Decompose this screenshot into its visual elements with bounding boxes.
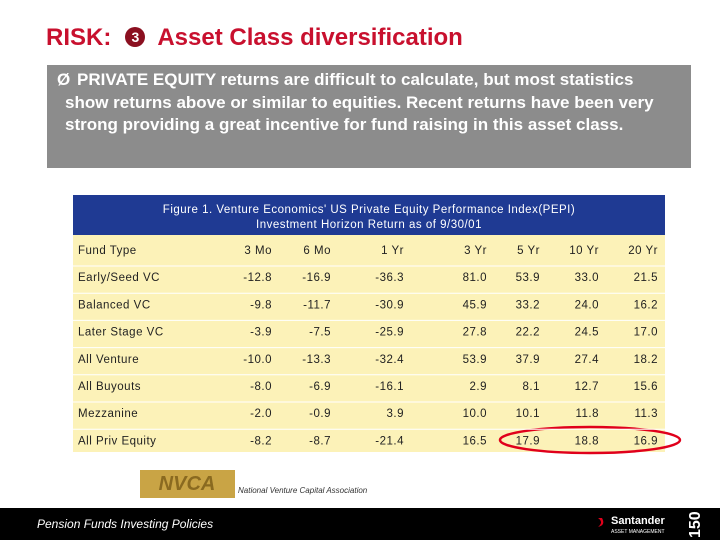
- table-cell: 10.1: [516, 408, 540, 420]
- column-header: 3 Yr: [464, 245, 487, 257]
- nvca-logo-text: NVCA: [159, 473, 216, 495]
- table-cell: 18.8: [575, 435, 599, 447]
- table-caption: Investment Horizon Return as of 9/30/01: [256, 219, 482, 231]
- table-cell: 11.3: [634, 408, 658, 420]
- row-label: Mezzanine: [78, 408, 138, 420]
- highlight-ellipse: [498, 425, 682, 455]
- table-cell: -16.9: [302, 272, 331, 284]
- table-cell: 18.2: [634, 354, 658, 366]
- table-cell: 22.2: [516, 327, 540, 339]
- footer-text: Pension Funds Investing Policies: [37, 517, 214, 531]
- table-cell: 10.0: [463, 408, 487, 420]
- brand-name: Santander: [611, 515, 666, 527]
- table-cell: -10.0: [243, 354, 272, 366]
- table-cell: -11.7: [303, 299, 331, 311]
- slide-title: RISK: 3 Asset Class diversification: [46, 24, 463, 52]
- column-header: Fund Type: [78, 245, 137, 257]
- column-header: 5 Yr: [517, 245, 540, 257]
- table-cell: -16.1: [375, 381, 404, 393]
- table-cell: -21.4: [375, 435, 404, 447]
- table-cell: 21.5: [634, 272, 658, 284]
- table-cell: 8.1: [523, 381, 541, 393]
- table-cell: 53.9: [516, 272, 540, 284]
- santander-flame: [598, 518, 604, 527]
- column-header: 3 Mo: [244, 245, 272, 257]
- anniversary: 150: [687, 511, 704, 538]
- table-cell: 3.9: [387, 408, 405, 420]
- table-cell: 12.7: [575, 381, 599, 393]
- table-cell: -32.4: [375, 354, 404, 366]
- table-cell: -25.9: [375, 327, 404, 339]
- table-cell: 81.0: [463, 272, 487, 284]
- table-cell: -7.5: [309, 327, 331, 339]
- row-label: All Buyouts: [78, 381, 141, 393]
- table-cell: 2.9: [470, 381, 488, 393]
- footer: Pension Funds Investing Policies Santand…: [0, 508, 720, 540]
- table-cell: -12.8: [243, 272, 272, 284]
- table-cell: 27.8: [463, 327, 487, 339]
- column-header: 10 Yr: [569, 245, 599, 257]
- title-number: 3: [125, 27, 146, 47]
- table-cell: 45.9: [463, 299, 487, 311]
- row-label: All Priv Equity: [78, 435, 156, 447]
- column-header: 6 Mo: [303, 245, 331, 257]
- table-cell: -3.9: [250, 327, 272, 339]
- table-header-bg: [73, 195, 665, 235]
- table-cell: -8.2: [250, 435, 272, 447]
- bullet-symbol: Ø: [57, 70, 71, 89]
- table-cell: 37.9: [516, 354, 540, 366]
- table-cell: 15.6: [634, 381, 658, 393]
- table-cell: -2.0: [250, 408, 272, 420]
- row-label: All Venture: [78, 354, 139, 366]
- table-cell: 24.0: [575, 299, 599, 311]
- row-label: Early/Seed VC: [78, 272, 160, 284]
- row-label: Balanced VC: [78, 299, 151, 311]
- table-cell: -8.0: [250, 381, 272, 393]
- table-cell: -30.9: [375, 299, 404, 311]
- table-cell: -36.3: [375, 272, 404, 284]
- table-cell: -9.8: [250, 299, 272, 311]
- table-caption: Figure 1. Venture Economics' US Private …: [163, 204, 575, 216]
- table-cell: 16.9: [634, 435, 658, 447]
- table-body-bg: [73, 235, 665, 452]
- table-cell: 17.9: [516, 435, 540, 447]
- nvca-logo: [140, 470, 235, 498]
- table-cell: -0.9: [309, 408, 331, 420]
- table-cell: 53.9: [463, 354, 487, 366]
- table-cell: 16.2: [634, 299, 658, 311]
- table-cell: 24.5: [575, 327, 599, 339]
- table-cell: 16.5: [463, 435, 487, 447]
- bullet-box: Ø PRIVATE EQUITY returns are difficult t…: [47, 65, 691, 168]
- table-cell: 11.8: [575, 408, 599, 420]
- column-header: 1 Yr: [381, 245, 404, 257]
- table-cell: 17.0: [634, 327, 658, 339]
- table-cell: -13.3: [302, 354, 331, 366]
- table-cell: 27.4: [575, 354, 599, 366]
- footer-logos: Santander ASSET MANAGEMENT 150: [598, 511, 704, 538]
- nvca-name: National Venture Capital Association: [238, 486, 368, 495]
- table-cell: 33.0: [575, 272, 599, 284]
- title-prefix: RISK:: [46, 24, 112, 51]
- row-label: Later Stage VC: [78, 327, 164, 339]
- bullet-text: PRIVATE EQUITY returns are difficult to …: [65, 70, 654, 134]
- title-text: Asset Class diversification: [157, 24, 463, 51]
- column-header: 20 Yr: [628, 245, 658, 257]
- table-cell: 33.2: [516, 299, 540, 311]
- table-cell: -8.7: [309, 435, 331, 447]
- table-cell: -6.9: [309, 381, 331, 393]
- brand-sub: ASSET MANAGEMENT: [611, 529, 665, 535]
